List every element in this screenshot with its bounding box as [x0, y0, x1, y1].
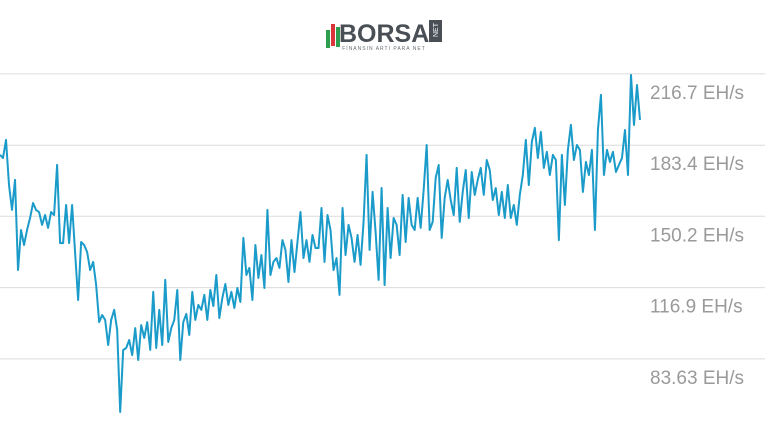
y-tick-label: 216.7 EH/s	[650, 83, 744, 104]
logo-suffix: NET	[433, 22, 440, 37]
data-line	[0, 73, 641, 414]
y-tick-label: 183.4 EH/s	[650, 154, 744, 175]
logo-icon	[326, 30, 330, 48]
logo: BORSA NET FİNANSIN ARTI PARA NET	[326, 20, 442, 52]
y-tick-label: 150.2 EH/s	[650, 225, 744, 246]
logo-icon	[336, 27, 340, 47]
logo-brand: BORSA	[339, 20, 429, 48]
y-tick-label: 83.63 EH/s	[650, 368, 744, 389]
logo-badge	[429, 20, 442, 42]
y-tick-label: 116.9 EH/s	[650, 297, 743, 318]
logo-icon	[331, 24, 335, 46]
logo-tagline: FİNANSIN ARTI PARA NET	[342, 45, 426, 52]
